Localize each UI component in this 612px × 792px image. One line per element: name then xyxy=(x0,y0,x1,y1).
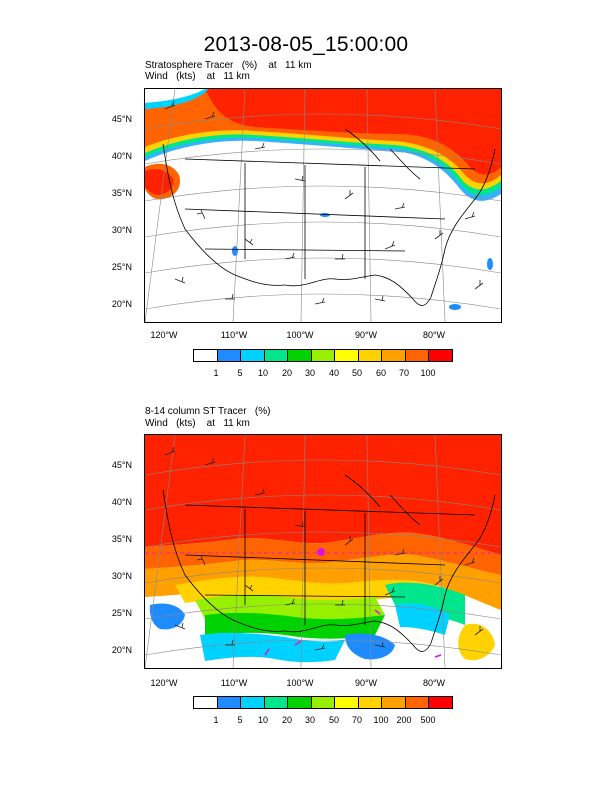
panel1-colorbar-label: 50 xyxy=(351,368,362,378)
panel2-lat-label: 20°N xyxy=(111,645,132,655)
panel2-subtitle-line2: Wind (kts) at 11 km xyxy=(145,418,250,429)
panel1-colorbar-label: 20 xyxy=(281,368,292,378)
panel2-colorbar-swatch xyxy=(311,697,336,708)
panel1-colorbar-label: 70 xyxy=(398,368,409,378)
panel2-colorbar-swatch xyxy=(288,697,312,708)
panel1-colorbar-swatch xyxy=(194,350,218,361)
panel2-colorbar xyxy=(193,696,453,709)
panel2-colorbar-label: 1 xyxy=(213,715,219,725)
panel2-colorbar-swatch xyxy=(241,697,265,708)
panel2-lon-label: 80°W xyxy=(422,678,446,688)
panel1-lat-label: 45°N xyxy=(111,114,132,124)
panel1-map xyxy=(144,88,502,323)
panel2-colorbar-swatch xyxy=(264,697,289,708)
panel2-colorbar-label: 70 xyxy=(351,715,362,725)
panel1-colorbar-swatch xyxy=(358,350,383,361)
panel1-lat-label: 25°N xyxy=(111,262,132,272)
panel2-colorbar-swatch xyxy=(358,697,383,708)
panel2-colorbar-label: 100 xyxy=(373,715,389,725)
panel1-colorbar-label: 1 xyxy=(213,368,219,378)
panel2-lon-label: 110°W xyxy=(220,678,248,688)
panel2-colorbar-label: 500 xyxy=(420,715,436,725)
panel1-lat-label: 30°N xyxy=(111,225,132,235)
panel1-lon-label: 100°W xyxy=(286,330,314,340)
panel1-colorbar-swatch xyxy=(217,350,242,361)
panel1-colorbar-swatch xyxy=(264,350,289,361)
panel2-colorbar-swatch xyxy=(405,697,430,708)
panel2-colorbar-swatch xyxy=(217,697,242,708)
panel2-lat-label: 40°N xyxy=(111,497,132,507)
panel1-colorbar-swatch xyxy=(311,350,336,361)
panel2-colorbar-swatch xyxy=(382,697,406,708)
panel1-colorbar-swatch xyxy=(429,350,453,361)
panel1-colorbar-swatch xyxy=(382,350,406,361)
panel1-lat-label: 20°N xyxy=(111,299,132,309)
panel2-colorbar-label: 200 xyxy=(396,715,412,725)
panel2-lon-label: 100°W xyxy=(286,678,314,688)
panel2-colorbar-swatch xyxy=(194,697,218,708)
panel1-colorbar xyxy=(193,349,453,362)
panel2-lon-label: 90°W xyxy=(354,678,378,688)
panel2-subtitle-line1: 8-14 column ST Tracer (%) xyxy=(145,406,271,417)
panel1-colorbar-swatch xyxy=(405,350,430,361)
panel1-map-svg xyxy=(145,89,501,322)
panel1-colorbar-label: 30 xyxy=(304,368,315,378)
panel1-colorbar-label: 60 xyxy=(375,368,386,378)
page-title: 2013-08-05_15:00:00 xyxy=(203,33,409,56)
panel1-colorbar-label: 100 xyxy=(420,368,436,378)
panel2-lat-label: 30°N xyxy=(111,571,132,581)
panel1-subtitle-line1: Stratosphere Tracer (%) at 11 km xyxy=(145,60,312,71)
panel1-colorbar-swatch xyxy=(288,350,312,361)
panel2-colorbar-label: 30 xyxy=(304,715,315,725)
panel1-colorbar-swatch xyxy=(335,350,359,361)
panel1-lon-label: 110°W xyxy=(220,330,248,340)
panel2-colorbar-label: 50 xyxy=(328,715,339,725)
panel2-lat-label: 25°N xyxy=(111,608,132,618)
panel1-lon-label: 90°W xyxy=(354,330,378,340)
panel2-colorbar-swatch xyxy=(335,697,359,708)
panel1-colorbar-label: 10 xyxy=(257,368,268,378)
panel2-colorbar-label: 20 xyxy=(281,715,292,725)
panel1-lat-label: 35°N xyxy=(111,188,132,198)
panel2-colorbar-label: 10 xyxy=(257,715,268,725)
panel1-lat-label: 40°N xyxy=(111,151,132,161)
panel2-colorbar-swatch xyxy=(429,697,453,708)
panel1-lon-label: 80°W xyxy=(422,330,446,340)
panel1-lon-label: 120°W xyxy=(150,330,178,340)
panel1-colorbar-swatch xyxy=(241,350,265,361)
panel1-colorbar-label: 40 xyxy=(328,368,339,378)
panel2-lon-label: 120°W xyxy=(150,678,178,688)
panel2-lat-label: 35°N xyxy=(111,534,132,544)
panel2-map-svg xyxy=(145,435,501,668)
panel2-lat-label: 45°N xyxy=(111,460,132,470)
panel1-subtitle-line2: Wind (kts) at 11 km xyxy=(145,71,250,82)
panel2-colorbar-label: 5 xyxy=(237,715,243,725)
panel2-map xyxy=(144,434,502,669)
panel1-colorbar-label: 5 xyxy=(237,368,243,378)
